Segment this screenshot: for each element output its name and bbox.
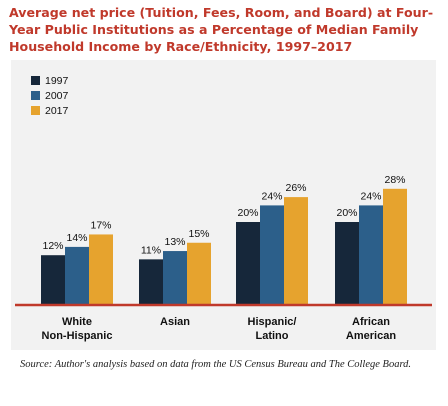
bar-hispanic-latino-1997	[236, 222, 260, 305]
bar-white-non-hispanic-2017	[89, 234, 113, 305]
category-label-asian: Asian	[160, 316, 190, 328]
legend-item-1997: 1997	[31, 73, 68, 88]
chart-title: Average net price (Tuition, Fees, Room, …	[9, 5, 434, 54]
data-label-white-non-hispanic-2017: 17%	[90, 219, 111, 231]
legend-item-2017: 2017	[31, 103, 68, 118]
data-label-asian-2017: 15%	[188, 228, 209, 240]
legend-item-2007: 2007	[31, 88, 68, 103]
data-label-african-american-1997: 20%	[336, 207, 357, 219]
bar-asian-1997	[139, 259, 163, 305]
legend: 1997 2007 2017	[31, 73, 68, 118]
category-label-african-american: African American	[346, 316, 396, 342]
data-label-asian-2007: 13%	[164, 236, 185, 248]
bar-african-american-2007	[359, 205, 383, 305]
legend-label-1997: 1997	[45, 74, 69, 87]
data-label-asian-1997: 11%	[141, 244, 161, 256]
bar-asian-2007	[163, 251, 187, 305]
legend-label-2007: 2007	[45, 89, 69, 102]
data-label-african-american-2017: 28%	[384, 174, 405, 186]
bar-asian-2017	[187, 242, 211, 305]
bar-hispanic-latino-2017	[284, 197, 308, 305]
bar-white-non-hispanic-2007	[65, 246, 89, 305]
category-label-hispanic-latino: Hispanic/Latino	[248, 316, 297, 342]
category-label-white-non-hispanic: White Non-Hispanic	[42, 316, 113, 342]
data-label-african-american-2007: 24%	[360, 190, 381, 202]
bar-african-american-1997	[335, 222, 359, 305]
bar-hispanic-latino-2007	[260, 205, 284, 305]
legend-swatch-2007	[31, 91, 40, 100]
data-label-hispanic-latino-2017: 26%	[285, 182, 306, 194]
legend-label-2017: 2017	[45, 104, 69, 117]
data-label-hispanic-latino-1997: 20%	[237, 207, 258, 219]
source-note: Source: Author's analysis based on data …	[20, 359, 412, 370]
bar-white-non-hispanic-1997	[41, 255, 65, 305]
legend-swatch-2017	[31, 106, 40, 115]
bar-african-american-2017	[383, 188, 407, 305]
legend-swatch-1997	[31, 76, 40, 85]
data-label-white-non-hispanic-2007: 14%	[66, 232, 87, 244]
data-label-hispanic-latino-2007: 24%	[261, 190, 282, 202]
data-label-white-non-hispanic-1997: 12%	[42, 240, 63, 252]
